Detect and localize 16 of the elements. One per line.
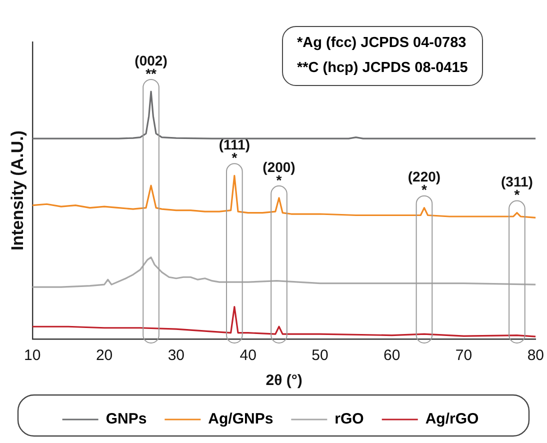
x-tick-label: 10 <box>24 347 41 364</box>
x-tick-label: 30 <box>168 347 185 364</box>
x-tick-label: 20 <box>96 347 113 364</box>
text: **C (hcp) JCPDS 08-0415 <box>297 59 468 78</box>
legend-label: Ag/GNPs <box>208 410 274 428</box>
text: *Ag (fcc) JCPDS 04-0783 <box>297 34 468 53</box>
x-tick-label: 60 <box>384 347 400 364</box>
x-tick-label: 40 <box>240 347 256 364</box>
x-tick-label: 70 <box>455 347 472 364</box>
y-axis-title: Intensity (A.U.) <box>8 130 27 250</box>
x-tick-label: 80 <box>527 347 544 364</box>
legend-label: GNPs <box>106 410 147 428</box>
x-axis-title: 2θ (°) <box>266 372 302 390</box>
x-tick-label: 50 <box>312 347 328 364</box>
legend-label: rGO <box>334 410 364 428</box>
legend-label: Ag/rGO <box>425 410 480 428</box>
